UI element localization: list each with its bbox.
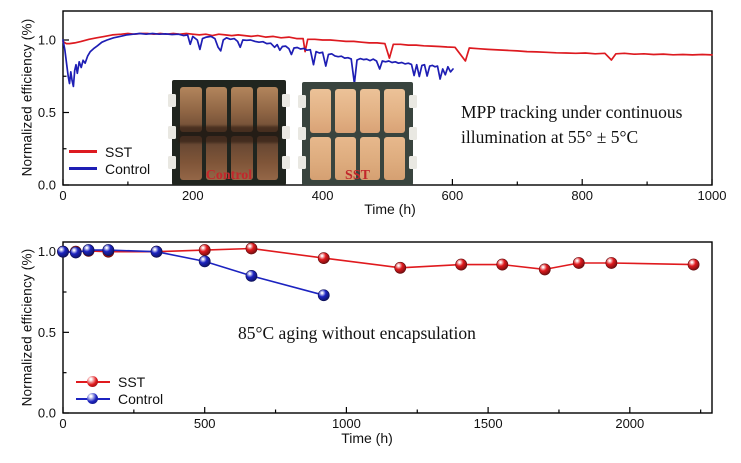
data-point-control <box>102 244 115 256</box>
data-point-control <box>69 246 82 259</box>
legend-item-control: Control <box>69 160 151 177</box>
contact-tab <box>409 156 417 170</box>
data-point-sst <box>605 257 618 269</box>
x-tick-label: 400 <box>312 188 334 203</box>
annotation-line-2: illumination at 55° ± 5°C <box>461 127 639 147</box>
control-inset-label: Control <box>205 168 253 183</box>
sst-line-swatch <box>69 150 97 153</box>
data-point-sst <box>496 258 509 271</box>
data-point-control <box>317 289 330 302</box>
control-module-photo: Control <box>168 80 290 185</box>
x-tick-label: 0 <box>59 188 66 203</box>
data-point-control <box>82 244 95 256</box>
y-tick-label: 0.0 <box>38 178 56 193</box>
control-module-cells <box>180 87 278 180</box>
contact-tab <box>168 126 176 140</box>
y-tick-label: 1.0 <box>38 244 56 259</box>
x-tick-label: 0 <box>59 416 66 431</box>
sst-module-cells <box>310 89 405 180</box>
legend-item-sst: SST <box>76 373 163 390</box>
x-tick-label: 200 <box>182 188 204 203</box>
sst-marker-swatch <box>76 375 110 388</box>
contact-tab <box>282 93 290 107</box>
control-marker-swatch <box>76 392 110 405</box>
y-tick-label: 0.5 <box>38 105 56 120</box>
legend-label-control: Control <box>105 160 151 177</box>
data-point-sst <box>394 261 407 274</box>
bottom-annotation: 85°C aging without encapsulation <box>238 323 476 343</box>
contact-tab <box>298 156 306 170</box>
contact-tab <box>282 126 290 140</box>
legend-label-sst: SST <box>105 143 133 160</box>
data-point-control <box>150 245 163 258</box>
data-point-sst <box>572 257 585 269</box>
legend-item-sst: SST <box>69 143 150 160</box>
x-tick-label: 1000 <box>698 188 727 203</box>
x-tick-label: 600 <box>442 188 464 203</box>
data-point-sst <box>687 258 700 271</box>
plot-border <box>62 241 713 414</box>
x-tick-label: 500 <box>194 416 216 431</box>
series-line-control <box>62 32 454 88</box>
contact-tab <box>298 127 306 141</box>
top-chart: 0 200 400 600 800 1000 0.0 0.5 1.0 Normalized ef… <box>0 0 741 230</box>
bottom-legend: SST Control <box>76 373 164 407</box>
y-tick-label: 0.5 <box>38 325 56 340</box>
control-line-swatch <box>69 167 97 170</box>
sst-inset-label: SST <box>345 168 370 183</box>
legend-item-control: Control <box>76 390 164 407</box>
bottom-x-axis-title: Time (h) <box>341 430 393 446</box>
data-point-sst <box>245 242 258 255</box>
data-point-sst <box>455 258 468 271</box>
contact-tab <box>168 155 176 169</box>
x-tick-label: 1500 <box>474 416 503 431</box>
blue-ball-icon <box>87 393 98 404</box>
red-ball-icon <box>87 376 98 387</box>
top-y-axis-title: Normalized efficiency (%) <box>19 18 35 177</box>
top-annotation: MPP tracking under continuous illuminati… <box>461 100 682 150</box>
top-legend: SST Control <box>69 143 151 177</box>
bottom-y-axis-title: Normalized efficiency (%) <box>19 248 35 407</box>
series-line-sst <box>62 32 713 62</box>
x-tick-label: 2000 <box>615 416 644 431</box>
legend-label-sst: SST <box>118 373 146 390</box>
data-point-control <box>198 255 211 268</box>
bottom-chart: 0 500 1000 1500 2000 0.0 0.5 1.0 Normalized eff… <box>0 230 741 463</box>
contact-tab <box>282 155 290 169</box>
x-tick-label: 1000 <box>332 416 361 431</box>
data-point-sst <box>317 252 330 265</box>
annotation-line-1: MPP tracking under continuous <box>461 102 683 122</box>
x-tick-label: 800 <box>571 188 593 203</box>
contact-tab <box>409 95 417 109</box>
contact-tab <box>298 95 306 109</box>
sst-module-photo: SST <box>298 82 417 185</box>
data-point-control <box>57 245 69 258</box>
y-tick-label: 0.0 <box>38 406 56 421</box>
top-x-axis-title: Time (h) <box>364 201 416 217</box>
series-line-control <box>62 249 325 296</box>
data-point-sst <box>198 244 211 256</box>
top-chart-plot: 0 200 400 600 800 1000 0.0 0.5 1.0 <box>38 10 727 203</box>
degradation-band <box>178 126 280 143</box>
bottom-chart-plot: 0 500 1000 1500 2000 0.0 0.5 1.0 <box>38 241 713 431</box>
contact-tab <box>168 93 176 107</box>
contact-tab <box>409 127 417 141</box>
data-point-sst <box>538 263 551 276</box>
y-tick-label: 1.0 <box>38 33 56 48</box>
data-point-control <box>245 269 258 282</box>
legend-label-control: Control <box>118 390 164 407</box>
